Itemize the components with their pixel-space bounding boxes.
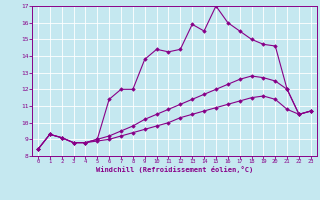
X-axis label: Windchill (Refroidissement éolien,°C): Windchill (Refroidissement éolien,°C): [96, 166, 253, 173]
